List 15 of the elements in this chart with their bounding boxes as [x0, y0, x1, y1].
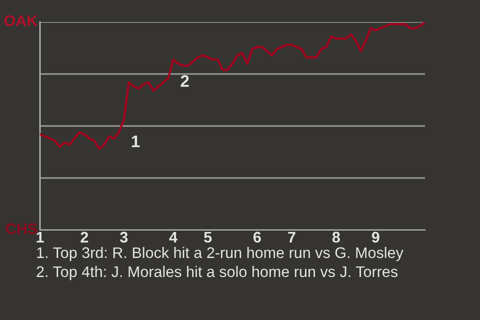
x-tick-label: 8 [332, 232, 340, 243]
x-tick-label: 2 [80, 232, 88, 242]
text: CHS [6, 223, 38, 234]
text: OAK [4, 15, 38, 26]
x-tick-label: 5 [204, 232, 212, 243]
x-tick-label: 9 [372, 232, 380, 243]
x-tick-label: 7 [288, 232, 296, 242]
x-tick-label: 6 [253, 232, 261, 243]
x-tick-label: 4 [169, 232, 178, 242]
annotation: 2 [180, 75, 189, 87]
annotation: 1 [132, 136, 140, 148]
x-tick-label: 1 [36, 232, 44, 242]
text: 2. Top 4th: J. Morales hit a solo home run vs J. Torres [36, 266, 398, 280]
x-tick-label: 3 [120, 232, 128, 243]
text: 1. Top 3rd: R. Block hit a 2-run home run vs G. Mosley [37, 246, 404, 262]
